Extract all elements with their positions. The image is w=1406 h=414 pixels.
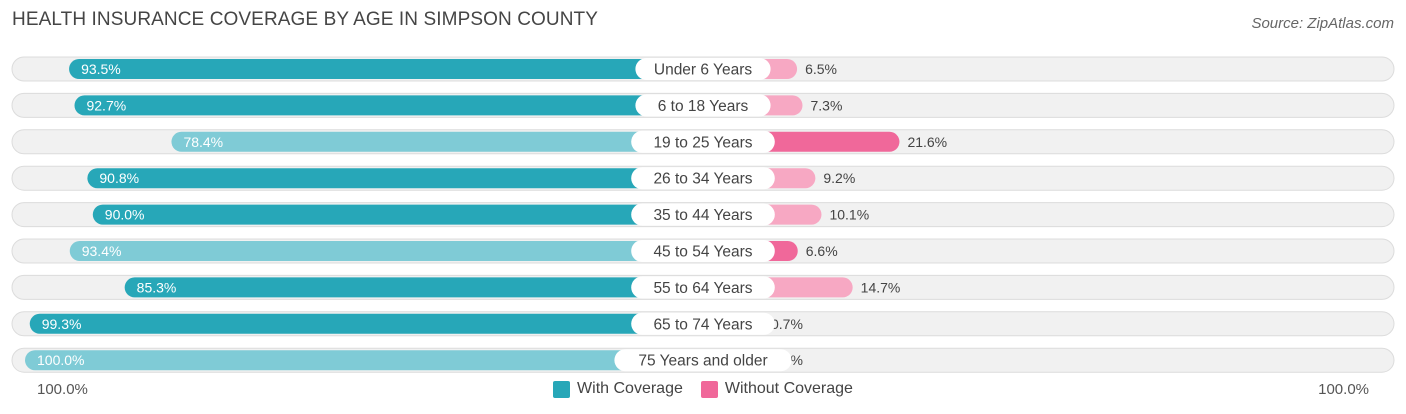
category-label: 75 Years and older: [638, 353, 767, 370]
legend-label-without-coverage: Without Coverage: [724, 380, 853, 397]
value-label-without-coverage: 14.7%: [861, 279, 901, 295]
legend-swatch-without-coverage: [700, 380, 718, 398]
axis-left-label: 100.0%: [37, 381, 88, 398]
bar-with-coverage: [92, 204, 704, 225]
axis-right-label: 100.0%: [1318, 381, 1369, 398]
value-label-with-coverage: 100.0%: [37, 352, 84, 368]
category-label: 19 to 25 Years: [653, 134, 752, 151]
category-pill: [631, 130, 775, 153]
value-label-with-coverage: 99.3%: [42, 316, 82, 332]
legend-item-without-coverage[interactable]: Without Coverage: [700, 380, 853, 398]
value-label-with-coverage: 93.4%: [82, 243, 122, 259]
category-pill: [631, 167, 775, 190]
category-label: 26 to 34 Years: [653, 171, 752, 188]
value-label-without-coverage: 6.6%: [806, 243, 838, 259]
value-label-with-coverage: 93.5%: [81, 61, 121, 77]
value-label-with-coverage: 85.3%: [137, 279, 177, 295]
value-label-without-coverage: 0.7%: [771, 316, 803, 332]
bar-with-coverage: [69, 59, 703, 79]
category-label: 6 to 18 Years: [658, 98, 749, 115]
value-label-without-coverage: 21.6%: [907, 134, 947, 150]
category-pill: [631, 276, 775, 299]
value-label-with-coverage: 90.8%: [99, 170, 139, 186]
value-label-without-coverage: 10.1%: [829, 207, 869, 223]
category-pill: [635, 58, 771, 80]
bar-with-coverage: [29, 313, 704, 334]
category-label: Under 6 Years: [654, 62, 752, 79]
bar-with-coverage: [171, 131, 703, 152]
category-label: 55 to 64 Years: [653, 280, 752, 297]
bar-with-coverage: [74, 95, 703, 116]
value-label-with-coverage: 90.0%: [105, 207, 145, 223]
legend: With Coverage Without Coverage: [0, 380, 1406, 398]
value-label-without-coverage: 7.3%: [810, 97, 842, 113]
category-pill: [635, 94, 771, 117]
category-pill: [614, 349, 792, 372]
value-label-without-coverage: 9.2%: [823, 170, 855, 186]
bar-with-coverage: [25, 350, 703, 371]
value-label-with-coverage: 92.7%: [86, 97, 126, 113]
legend-item-with-coverage[interactable]: With Coverage: [553, 380, 683, 398]
chart-source: Source: ZipAtlas.com: [1251, 15, 1394, 32]
value-label-with-coverage: 78.4%: [183, 134, 223, 150]
legend-label-with-coverage: With Coverage: [577, 380, 683, 397]
category-label: 35 to 44 Years: [653, 207, 752, 224]
chart-title: HEALTH INSURANCE COVERAGE BY AGE IN SIMP…: [12, 9, 599, 30]
bar-with-coverage: [69, 241, 704, 261]
category-pill: [631, 240, 775, 262]
category-pill: [631, 312, 775, 335]
category-pill: [631, 203, 775, 226]
category-label: 65 to 74 Years: [653, 316, 752, 333]
bar-with-coverage: [87, 168, 704, 189]
category-label: 45 to 54 Years: [653, 244, 752, 261]
legend-swatch-with-coverage: [553, 380, 571, 398]
chart-plot-area: 93.5% 6.5% Under 6 Years 92.7% 7.3% 6 to 18 Y…: [11, 56, 1395, 373]
bar-with-coverage: [124, 277, 703, 298]
value-label-without-coverage: 6.5%: [805, 61, 837, 77]
